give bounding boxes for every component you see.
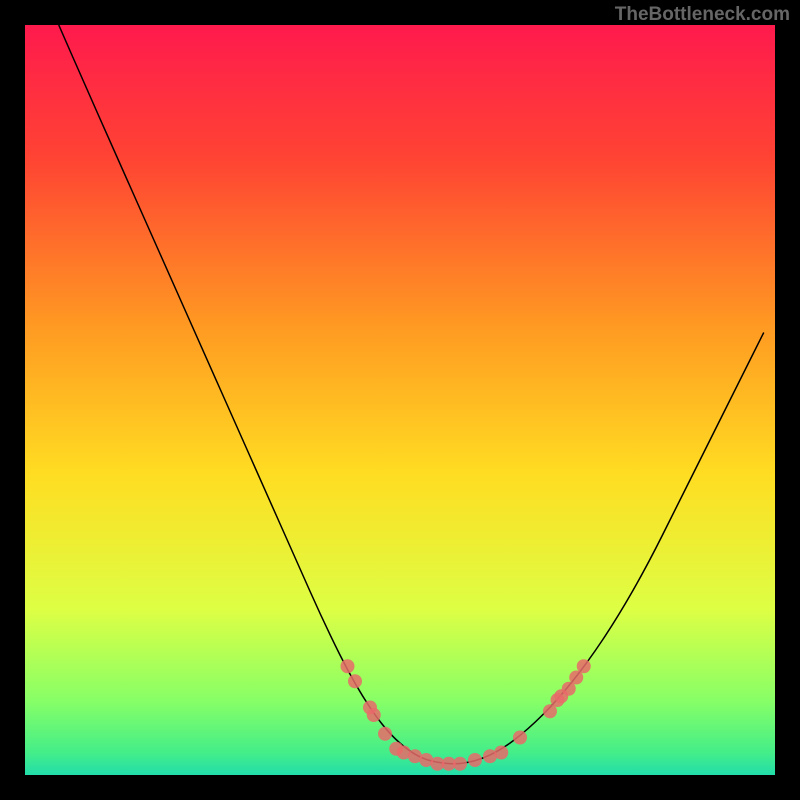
plot-area	[25, 25, 775, 775]
chart-svg	[25, 25, 775, 775]
chart-container: TheBottleneck.com	[0, 0, 800, 800]
watermark-text: TheBottleneck.com	[615, 4, 790, 26]
